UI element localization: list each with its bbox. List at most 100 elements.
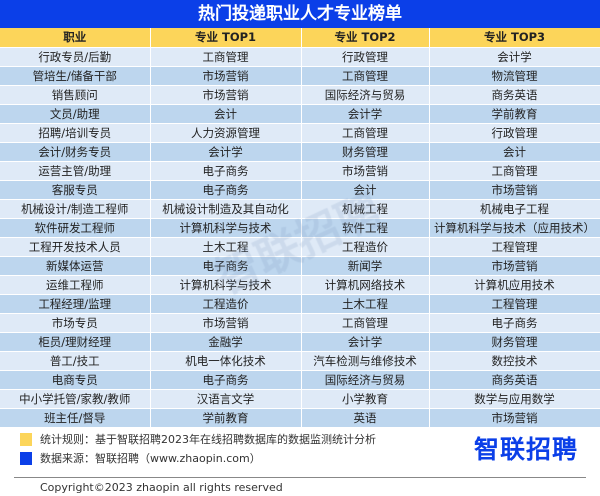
table-header: 职业 专业 TOP1 专业 TOP2 专业 TOP3 bbox=[0, 28, 600, 48]
job-cell: 运维工程师 bbox=[0, 275, 151, 295]
table-row: 班主任/督导 学前教育 英语 市场营销 bbox=[0, 408, 600, 428]
major-cell: 国际经济与贸易 bbox=[301, 370, 430, 390]
legend-source-text: 数据来源：智联招聘（www.zhaopin.com） bbox=[40, 452, 261, 465]
major-cell: 工程管理 bbox=[429, 294, 600, 314]
table-row: 会计/财务专员 会计学 财务管理 会计 bbox=[0, 142, 600, 162]
table-row: 机械设计/制造工程师 机械设计制造及其自动化 机械工程 机械电子工程 bbox=[0, 199, 600, 219]
table-row: 普工/技工 机电一体化技术 汽车检测与维修技术 数控技术 bbox=[0, 351, 600, 371]
job-cell: 招聘/培训专员 bbox=[0, 123, 151, 143]
major-cell: 电子商务 bbox=[429, 313, 600, 333]
major-cell: 数控技术 bbox=[429, 351, 600, 371]
table-row: 工程开发技术人员 土木工程 工程造价 工程管理 bbox=[0, 237, 600, 257]
major-cell: 机械电子工程 bbox=[429, 199, 600, 219]
major-cell: 会计 bbox=[429, 142, 600, 162]
major-cell: 工商管理 bbox=[301, 123, 430, 143]
major-cell: 土木工程 bbox=[150, 237, 302, 257]
major-cell: 汉语言文学 bbox=[150, 389, 302, 409]
job-cell: 机械设计/制造工程师 bbox=[0, 199, 151, 219]
job-cell: 电商专员 bbox=[0, 370, 151, 390]
major-cell: 商务英语 bbox=[429, 85, 600, 105]
major-cell: 财务管理 bbox=[301, 142, 430, 162]
legend-rule-text: 统计规则：基于智联招聘2023年在线招聘数据库的数据监测统计分析 bbox=[40, 433, 376, 446]
table-row: 销售顾问 市场营销 国际经济与贸易 商务英语 bbox=[0, 85, 600, 105]
major-cell: 会计学 bbox=[301, 332, 430, 352]
major-cell: 电子商务 bbox=[150, 180, 302, 200]
major-cell: 汽车检测与维修技术 bbox=[301, 351, 430, 371]
job-cell: 客服专员 bbox=[0, 180, 151, 200]
major-cell: 计算机网络技术 bbox=[301, 275, 430, 295]
major-cell: 财务管理 bbox=[429, 332, 600, 352]
major-cell: 电子商务 bbox=[150, 256, 302, 276]
table-row: 客服专员 电子商务 会计 市场营销 bbox=[0, 180, 600, 200]
job-cell: 中小学托管/家教/教师 bbox=[0, 389, 151, 409]
yellow-square-icon bbox=[20, 432, 32, 446]
major-cell: 市场营销 bbox=[150, 313, 302, 333]
divider bbox=[14, 477, 586, 478]
major-cell: 会计 bbox=[150, 104, 302, 124]
table-row: 文员/助理 会计 会计学 学前教育 bbox=[0, 104, 600, 124]
major-cell: 行政管理 bbox=[429, 123, 600, 143]
major-cell: 新闻学 bbox=[301, 256, 430, 276]
major-cell: 工程造价 bbox=[150, 294, 302, 314]
major-cell: 英语 bbox=[301, 408, 430, 428]
major-cell: 会计学 bbox=[301, 104, 430, 124]
major-cell: 数学与应用数学 bbox=[429, 389, 600, 409]
legend-source: 数据来源：智联招聘（www.zhaopin.com） bbox=[20, 451, 261, 465]
major-cell: 市场营销 bbox=[150, 66, 302, 86]
major-cell: 工商管理 bbox=[150, 47, 302, 67]
ranking-table: 职业 专业 TOP1 专业 TOP2 专业 TOP3 行政专员/后勤 工商管理 行政管理会… bbox=[0, 28, 600, 428]
table-row: 运营主管/助理 电子商务 市场营销 工商管理 bbox=[0, 161, 600, 181]
table-row: 柜员/理财经理 金融学 会计学 财务管理 bbox=[0, 332, 600, 352]
major-cell: 机械设计制造及其自动化 bbox=[150, 199, 302, 219]
major-cell: 会计 bbox=[301, 180, 430, 200]
major-cell: 机械工程 bbox=[301, 199, 430, 219]
major-cell: 计算机科学与技术 bbox=[150, 275, 302, 295]
table-row: 软件研发工程师 计算机科学与技术 软件工程 计算机科学与技术（应用技术） bbox=[0, 218, 600, 238]
table-row: 市场专员 市场营销 工商管理 电子商务 bbox=[0, 313, 600, 333]
major-cell: 机电一体化技术 bbox=[150, 351, 302, 371]
job-cell: 会计/财务专员 bbox=[0, 142, 151, 162]
major-cell: 工商管理 bbox=[301, 66, 430, 86]
job-cell: 工程经理/监理 bbox=[0, 294, 151, 314]
job-cell: 管培生/储备干部 bbox=[0, 66, 151, 86]
copyright: Copyright©2023 zhaopin all rights reserv… bbox=[40, 481, 283, 494]
major-cell: 计算机应用技术 bbox=[429, 275, 600, 295]
job-cell: 工程开发技术人员 bbox=[0, 237, 151, 257]
major-cell: 小学教育 bbox=[301, 389, 430, 409]
job-cell: 柜员/理财经理 bbox=[0, 332, 151, 352]
major-cell: 软件工程 bbox=[301, 218, 430, 238]
major-cell: 市场营销 bbox=[150, 85, 302, 105]
job-cell: 软件研发工程师 bbox=[0, 218, 151, 238]
major-cell: 市场营销 bbox=[429, 180, 600, 200]
table-row: 工程经理/监理 工程造价 土木工程 工程管理 bbox=[0, 294, 600, 314]
table-row: 运维工程师 计算机科学与技术 计算机网络技术 计算机应用技术 bbox=[0, 275, 600, 295]
table-row: 中小学托管/家教/教师 汉语言文学 小学教育 数学与应用数学 bbox=[0, 389, 600, 409]
job-cell: 文员/助理 bbox=[0, 104, 151, 124]
column-header: 专业 TOP3 bbox=[429, 28, 600, 48]
major-cell: 电子商务 bbox=[150, 161, 302, 181]
major-cell: 物流管理 bbox=[429, 66, 600, 86]
table-row: 行政专员/后勤 工商管理 行政管理 会计学 bbox=[0, 47, 600, 67]
major-cell: 土木工程 bbox=[301, 294, 430, 314]
job-cell: 行政专员/后勤 bbox=[0, 47, 151, 67]
major-cell: 市场营销 bbox=[301, 161, 430, 181]
page-title: 热门投递职业人才专业榜单 bbox=[0, 0, 600, 28]
job-cell: 新媒体运营 bbox=[0, 256, 151, 276]
major-cell: 电子商务 bbox=[150, 370, 302, 390]
major-cell: 金融学 bbox=[150, 332, 302, 352]
major-cell: 工商管理 bbox=[429, 161, 600, 181]
column-header: 专业 TOP2 bbox=[301, 28, 430, 48]
major-cell: 商务英语 bbox=[429, 370, 600, 390]
major-cell: 学前教育 bbox=[150, 408, 302, 428]
major-cell: 工商管理 bbox=[301, 313, 430, 333]
table-row: 电商专员 电子商务 国际经济与贸易 商务英语 bbox=[0, 370, 600, 390]
job-cell: 销售顾问 bbox=[0, 85, 151, 105]
table-row: 新媒体运营 电子商务 新闻学 市场营销 bbox=[0, 256, 600, 276]
major-cell: 人力资源管理 bbox=[150, 123, 302, 143]
major-cell: 计算机科学与技术 bbox=[150, 218, 302, 238]
legend-rule: 统计规则：基于智联招聘2023年在线招聘数据库的数据监测统计分析 bbox=[20, 432, 376, 446]
blue-square-icon bbox=[20, 451, 32, 465]
job-cell: 市场专员 bbox=[0, 313, 151, 333]
job-cell: 运营主管/助理 bbox=[0, 161, 151, 181]
column-header: 职业 bbox=[0, 28, 151, 48]
